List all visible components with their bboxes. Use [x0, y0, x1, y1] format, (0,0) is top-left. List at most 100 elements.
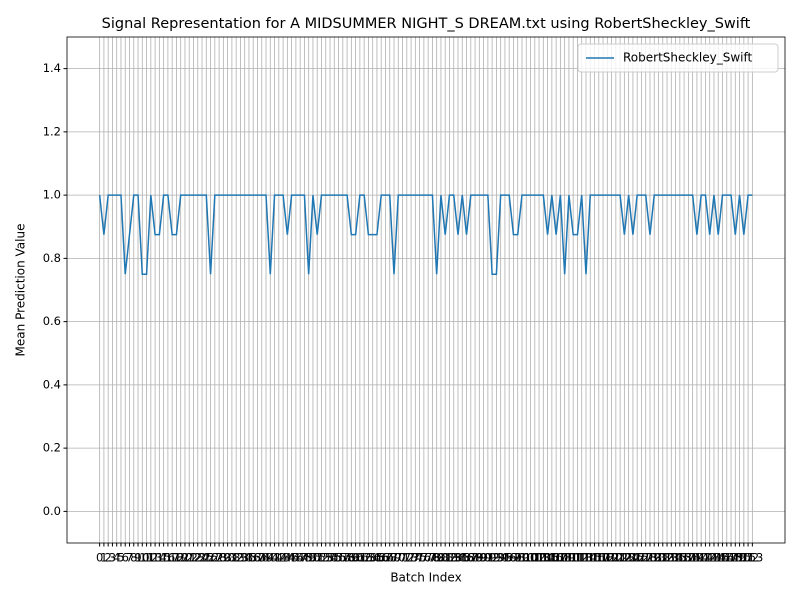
x-tick-label: 113 — [571, 551, 593, 565]
x-tick-label: 101 — [520, 551, 542, 565]
x-tick-label: 39 — [259, 551, 274, 565]
x-tick-label: 48 — [297, 551, 312, 565]
x-tick-label: 132 — [652, 551, 674, 565]
x-tick-label: 146 — [712, 551, 734, 565]
plot — [98, 194, 753, 275]
x-tick-label: 141 — [690, 551, 712, 565]
x-tick-label: 79 — [429, 551, 444, 565]
x-tick-label: 137 — [673, 551, 695, 565]
x-tick-label: 99 — [515, 551, 530, 565]
y-tick-label: 0.4 — [43, 377, 61, 391]
x-tick-label: 28 — [212, 551, 227, 565]
x-tick-label: 44 — [280, 551, 295, 565]
x-tick-label: 129 — [639, 551, 661, 565]
legend-label: RobertSheckley_Swift — [623, 51, 753, 65]
x-tick-label: 67 — [378, 551, 393, 565]
x-tick-label: 88 — [468, 551, 483, 565]
x-tick-label: 19 — [173, 551, 188, 565]
data-line — [98, 194, 753, 275]
x-tick-label: 96 — [502, 551, 517, 565]
x-tick-label: 59 — [344, 551, 359, 565]
x-tick-label: 53 — [318, 551, 333, 565]
y-tick-label: 0.2 — [43, 441, 61, 455]
x-tick-label: 102 — [524, 551, 546, 565]
x-tick-label: 80 — [434, 551, 449, 565]
x-tick-label: 16 — [161, 551, 176, 565]
x-tick-label: 61 — [353, 551, 368, 565]
x-tick-label: 40 — [263, 551, 278, 565]
x-tick-label: 97 — [506, 551, 521, 565]
x-tick-label: 18 — [169, 551, 184, 565]
x-tick-label: 60 — [348, 551, 363, 565]
x-tick-label: 4 — [113, 551, 120, 565]
x-tick-label: 108 — [549, 551, 571, 565]
x-tick-label: 100 — [515, 551, 537, 565]
x-tick-label: 123 — [613, 551, 635, 565]
y-tick-label: 0.0 — [43, 504, 61, 518]
x-tick-label: 75 — [412, 551, 427, 565]
x-tick-label: 36 — [246, 551, 261, 565]
x-tick-label: 116 — [584, 551, 606, 565]
x-tick-label: 5 — [117, 551, 124, 565]
x-tick-label: 126 — [626, 551, 648, 565]
x-tick-label: 56 — [331, 551, 346, 565]
y-tick-label: 0.8 — [43, 251, 61, 265]
x-tick-label: 86 — [459, 551, 474, 565]
x-tick-label: 138 — [677, 551, 699, 565]
x-tick-label: 109 — [554, 551, 576, 565]
y-tick-label: 1.4 — [43, 61, 61, 75]
x-tick-label: 10 — [135, 551, 150, 565]
x-tick-label: 38 — [254, 551, 269, 565]
x-tick-label: 8 — [130, 551, 137, 565]
x-tick-label: 84 — [451, 551, 466, 565]
x-tick-label: 151 — [733, 551, 755, 565]
x-tick-label: 153 — [741, 551, 763, 565]
x-tick-label: 43 — [276, 551, 291, 565]
x-tick-label: 73 — [404, 551, 419, 565]
x-tick-label: 0 — [96, 551, 103, 565]
x-tick-label: 15 — [156, 551, 171, 565]
x-tick-label: 124 — [618, 551, 640, 565]
x-tick-label: 47 — [293, 551, 308, 565]
x-tick-label: 103 — [528, 551, 550, 565]
x-tick-label: 25 — [199, 551, 214, 565]
x-tick-label: 58 — [340, 551, 355, 565]
legend-box — [577, 43, 779, 73]
x-tick-label: 83 — [446, 551, 461, 565]
x-tick-label: 143 — [699, 551, 721, 565]
x-tick-label: 54 — [323, 551, 338, 565]
x-tick-label: 130 — [643, 551, 665, 565]
x-axis-label: Batch Index — [390, 571, 461, 585]
x-tick-label: 72 — [399, 551, 414, 565]
x-tick-label: 144 — [703, 551, 725, 565]
x-tick-label: 119 — [596, 551, 618, 565]
x-tick-label: 23 — [190, 551, 205, 565]
x-tick-label: 30 — [220, 551, 235, 565]
x-tick-label: 136 — [669, 551, 691, 565]
x-tick-label: 27 — [208, 551, 223, 565]
x-tick-label: 107 — [545, 551, 567, 565]
x-tick-label: 127 — [630, 551, 652, 565]
x-tick-label: 82 — [442, 551, 457, 565]
x-tick-label: 93 — [489, 551, 504, 565]
x-tick-label: 49 — [301, 551, 316, 565]
x-tick-label: 51 — [310, 551, 325, 565]
x-tick-label: 64 — [365, 551, 380, 565]
x-tick-label: 62 — [357, 551, 372, 565]
x-tick-label: 63 — [361, 551, 376, 565]
y-axis-label: Mean Prediction Value — [14, 224, 28, 357]
x-tick-label: 131 — [648, 551, 670, 565]
x-tick-label: 66 — [374, 551, 389, 565]
x-tick-label: 149 — [724, 551, 746, 565]
x-tick-label: 133 — [656, 551, 678, 565]
x-tick-label: 87 — [463, 551, 478, 565]
x-tick-label: 118 — [592, 551, 614, 565]
x-tick-label: 7 — [126, 551, 133, 565]
x-tick-label: 76 — [417, 551, 432, 565]
x-tick-label: 77 — [421, 551, 436, 565]
x-tick-label: 134 — [660, 551, 682, 565]
x-tick-label: 29 — [216, 551, 231, 565]
x-tick-label: 71 — [395, 551, 410, 565]
x-tick-label: 92 — [485, 551, 500, 565]
x-tick-label: 145 — [707, 551, 729, 565]
